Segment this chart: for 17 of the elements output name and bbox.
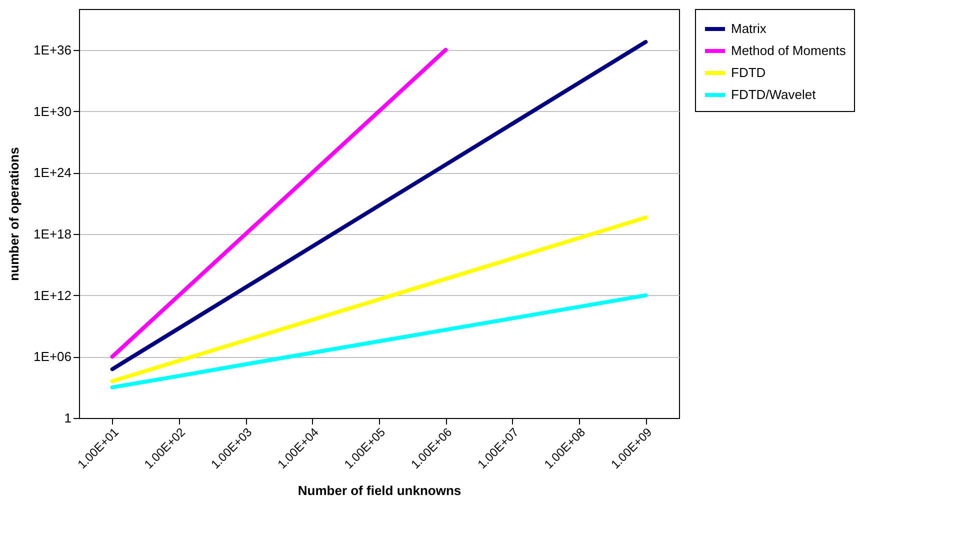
legend-label: FDTD/Wavelet xyxy=(731,87,816,102)
legend-label: FDTD xyxy=(731,65,766,80)
y-tick-label: 1E+36 xyxy=(34,42,72,58)
legend-label: Method of Moments xyxy=(731,43,846,58)
y-tick-label: 1E+30 xyxy=(34,104,72,119)
line-series xyxy=(110,293,648,390)
y-tick-label: 1E+12 xyxy=(34,288,72,303)
y-axis-title: number of operations xyxy=(6,147,22,281)
line-series xyxy=(110,216,648,384)
line-series xyxy=(110,40,648,372)
y-tick-label: 1E+06 xyxy=(34,349,72,364)
line-series xyxy=(110,48,448,359)
x-axis-title: Number of field unknowns xyxy=(298,482,462,498)
y-tick-label: 1 xyxy=(64,410,72,426)
legend-label: Matrix xyxy=(731,21,767,36)
y-tick-label: 1E+18 xyxy=(34,226,72,242)
y-tick-label: 1E+24 xyxy=(34,165,72,180)
